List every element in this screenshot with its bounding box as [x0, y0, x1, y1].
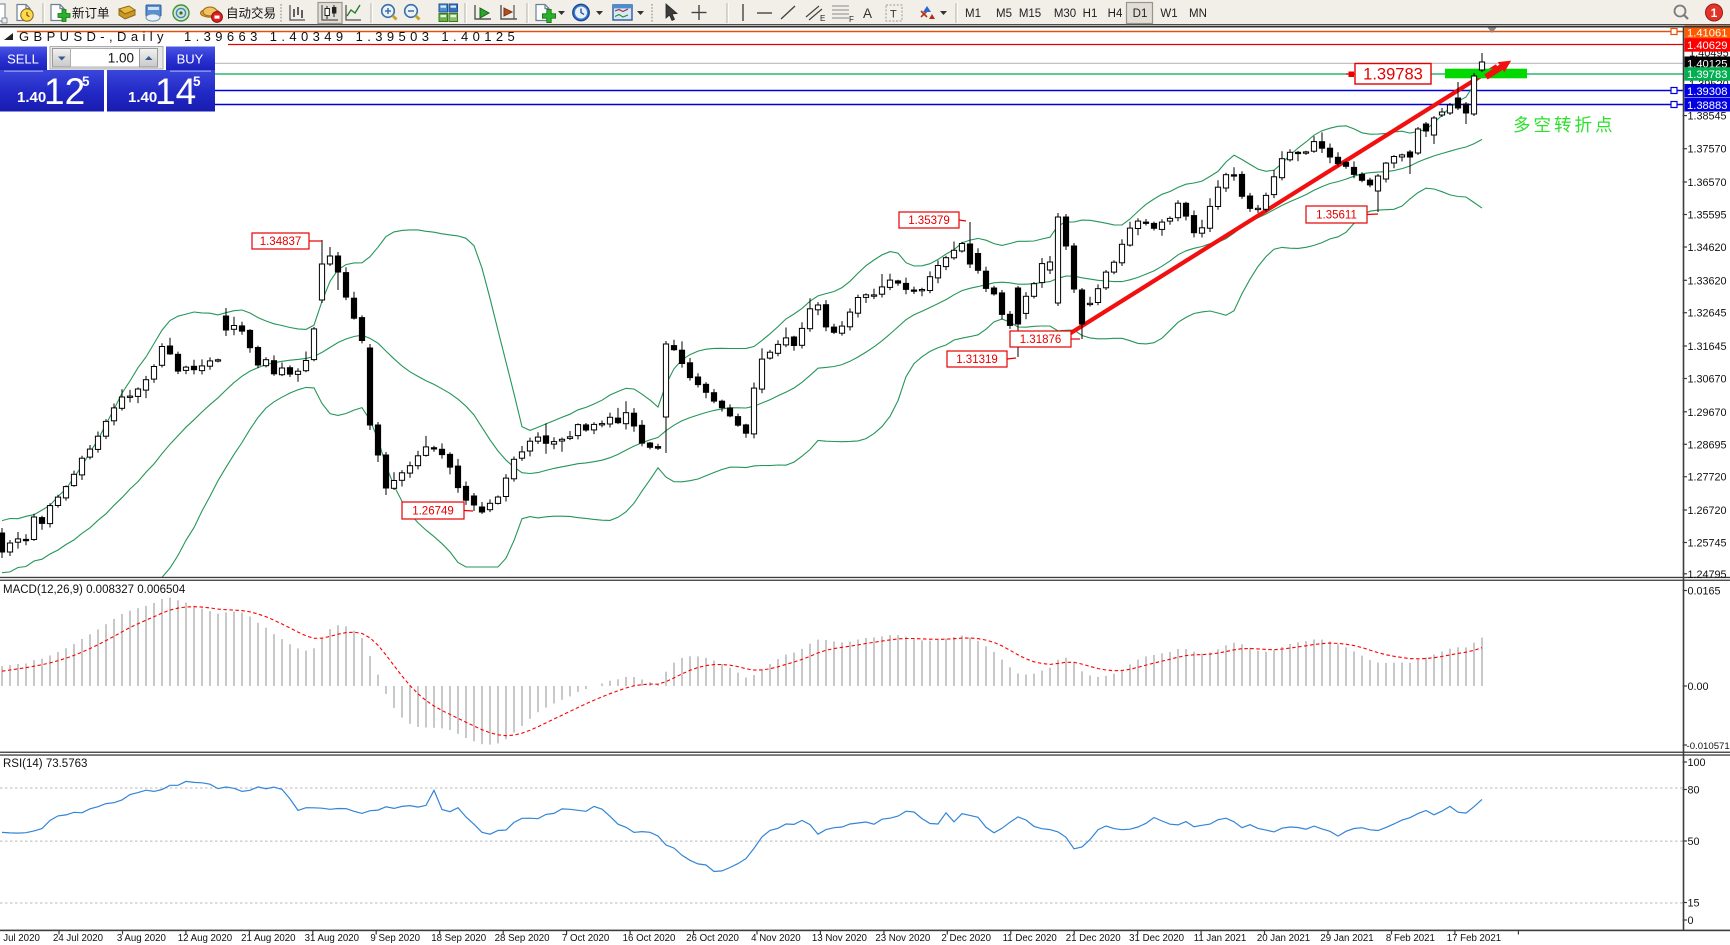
svg-text:1.26749: 1.26749 — [412, 506, 454, 518]
svg-text:H4: H4 — [1108, 8, 1123, 20]
svg-text:29 Jan 2021: 29 Jan 2021 — [1320, 933, 1373, 944]
svg-text:14: 14 — [155, 71, 196, 112]
svg-text:A: A — [863, 6, 872, 21]
svg-text:1: 1 — [1711, 6, 1718, 20]
svg-text:21 Aug 2020: 21 Aug 2020 — [241, 933, 296, 944]
svg-text:1.38883: 1.38883 — [1687, 100, 1727, 112]
svg-text:T: T — [890, 9, 897, 21]
svg-text:M5: M5 — [996, 8, 1012, 20]
svg-text:5 Jul 2020: 5 Jul 2020 — [0, 933, 40, 944]
svg-text:RSI(14) 73.5763: RSI(14) 73.5763 — [3, 758, 87, 770]
svg-text:8 Feb 2021: 8 Feb 2021 — [1386, 933, 1435, 944]
svg-text:1.40: 1.40 — [17, 89, 46, 106]
svg-text:9 Sep 2020: 9 Sep 2020 — [370, 933, 420, 944]
svg-text:0.0165: 0.0165 — [1688, 586, 1721, 598]
svg-text:1.39308: 1.39308 — [1687, 86, 1727, 98]
svg-text:80: 80 — [1688, 785, 1700, 797]
svg-text:1.37570: 1.37570 — [1688, 144, 1727, 156]
svg-text:12: 12 — [44, 71, 85, 112]
svg-text:4 Nov 2020: 4 Nov 2020 — [751, 933, 801, 944]
svg-text:1.28695: 1.28695 — [1688, 439, 1727, 451]
svg-text:1.26720: 1.26720 — [1688, 505, 1727, 517]
svg-text:1.35611: 1.35611 — [1316, 210, 1357, 222]
svg-text:1.32645: 1.32645 — [1688, 308, 1727, 320]
svg-text:50: 50 — [1688, 836, 1700, 848]
svg-text:16 Oct 2020: 16 Oct 2020 — [623, 933, 676, 944]
svg-text:H1: H1 — [1083, 8, 1098, 20]
svg-text:M1: M1 — [965, 8, 981, 20]
svg-text:1.34837: 1.34837 — [260, 236, 302, 248]
svg-text:1.00: 1.00 — [108, 51, 134, 66]
svg-text:5: 5 — [82, 74, 90, 89]
svg-text:1.31876: 1.31876 — [1020, 334, 1062, 346]
svg-text:MACD(12,26,9) 0.008327 0.00650: MACD(12,26,9) 0.008327 0.006504 — [3, 584, 186, 596]
svg-text:28 Sep 2020: 28 Sep 2020 — [495, 933, 551, 944]
svg-text:GBPUSD-,Daily 1.39663 1.40349: GBPUSD-,Daily 1.39663 1.40349 1.39503 1.… — [19, 29, 519, 44]
svg-text:1.31319: 1.31319 — [956, 354, 998, 366]
svg-text:1.27720: 1.27720 — [1688, 472, 1727, 484]
svg-text:2 Dec 2020: 2 Dec 2020 — [941, 933, 991, 944]
svg-text:1.24795: 1.24795 — [1688, 569, 1727, 581]
svg-text:M15: M15 — [1019, 8, 1041, 20]
svg-text:26 Oct 2020: 26 Oct 2020 — [686, 933, 739, 944]
svg-text:MN: MN — [1189, 8, 1207, 20]
svg-text:11 Dec 2020: 11 Dec 2020 — [1003, 933, 1058, 944]
svg-text:31 Dec 2020: 31 Dec 2020 — [1129, 933, 1185, 944]
svg-text:7 Oct 2020: 7 Oct 2020 — [562, 933, 610, 944]
svg-text:-0.010571: -0.010571 — [1687, 741, 1730, 752]
svg-text:23 Nov 2020: 23 Nov 2020 — [875, 933, 931, 944]
svg-text:1.39783: 1.39783 — [1363, 66, 1423, 84]
svg-text:1.31645: 1.31645 — [1688, 341, 1727, 353]
svg-text:0.00: 0.00 — [1688, 681, 1709, 693]
svg-text:100: 100 — [1688, 757, 1706, 769]
svg-text:1.41061: 1.41061 — [1687, 27, 1727, 39]
svg-text:24 Jul 2020: 24 Jul 2020 — [53, 933, 104, 944]
svg-text:新订单: 新订单 — [72, 6, 110, 21]
svg-text:3 Aug 2020: 3 Aug 2020 — [117, 933, 167, 944]
svg-text:自动交易: 自动交易 — [226, 6, 276, 21]
svg-text:F: F — [849, 15, 854, 24]
svg-text:1.35595: 1.35595 — [1688, 210, 1727, 222]
svg-text:1.40: 1.40 — [128, 89, 157, 106]
svg-text:1.35379: 1.35379 — [908, 215, 950, 227]
svg-text:5: 5 — [193, 74, 201, 89]
svg-text:BUY: BUY — [177, 52, 204, 67]
svg-text:1.40629: 1.40629 — [1687, 40, 1727, 52]
svg-text:15: 15 — [1688, 898, 1700, 910]
svg-text:多空转折点: 多空转折点 — [1513, 115, 1616, 135]
svg-text:11 Jan 2021: 11 Jan 2021 — [1194, 933, 1247, 944]
svg-text:1.29670: 1.29670 — [1688, 407, 1727, 419]
svg-text:D1: D1 — [1133, 8, 1148, 20]
svg-text:18 Sep 2020: 18 Sep 2020 — [431, 933, 487, 944]
svg-text:SELL: SELL — [7, 52, 39, 67]
svg-text:1.39783: 1.39783 — [1687, 69, 1727, 81]
svg-text:1.34620: 1.34620 — [1688, 242, 1727, 254]
svg-text:31 Aug 2020: 31 Aug 2020 — [305, 933, 360, 944]
svg-text:20 Jan 2021: 20 Jan 2021 — [1257, 933, 1310, 944]
svg-text:1.25745: 1.25745 — [1688, 538, 1727, 550]
svg-text:1.36570: 1.36570 — [1688, 177, 1727, 189]
svg-text:1.30670: 1.30670 — [1688, 374, 1727, 386]
svg-text:E: E — [820, 14, 825, 23]
svg-text:12 Aug 2020: 12 Aug 2020 — [178, 933, 233, 944]
svg-text:1.33620: 1.33620 — [1688, 275, 1727, 287]
svg-text:0: 0 — [1688, 915, 1694, 927]
svg-text:21 Dec 2020: 21 Dec 2020 — [1066, 933, 1122, 944]
svg-text:13 Nov 2020: 13 Nov 2020 — [812, 933, 868, 944]
svg-text:W1: W1 — [1160, 8, 1177, 20]
svg-text:1.38545: 1.38545 — [1688, 111, 1727, 123]
svg-text:17 Feb 2021: 17 Feb 2021 — [1447, 933, 1501, 944]
svg-text:M30: M30 — [1054, 8, 1076, 20]
